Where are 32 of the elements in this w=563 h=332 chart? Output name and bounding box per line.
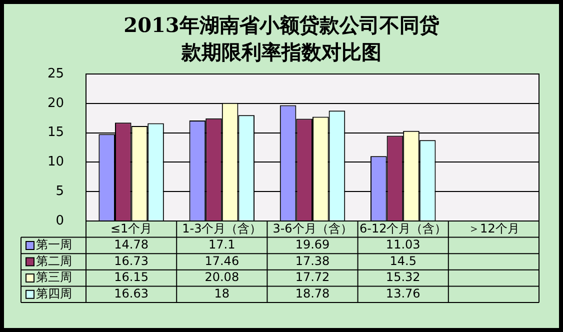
legend-label: 第一周 bbox=[36, 238, 72, 252]
data-label: 17.38 bbox=[295, 254, 330, 268]
legend-label: 第四周 bbox=[36, 286, 72, 300]
data-label: 16.73 bbox=[114, 254, 148, 268]
data-label: 20.08 bbox=[204, 270, 240, 284]
data-label: 16.63 bbox=[114, 286, 148, 300]
legend-label: 第二周 bbox=[36, 254, 72, 268]
x-tick-label: 1-3个月（含） bbox=[182, 221, 262, 236]
y-tick-label: 15 bbox=[47, 125, 64, 140]
data-label: 11.03 bbox=[386, 238, 420, 252]
y-tick-label: 5 bbox=[56, 184, 64, 199]
legend-label: 第三周 bbox=[36, 270, 72, 284]
x-tick-label: ＞12个月 bbox=[468, 221, 520, 236]
data-label: 18.78 bbox=[295, 286, 330, 300]
x-tick-label: 3-6个月（含） bbox=[272, 221, 352, 236]
x-tick-label: 6-12个月（含） bbox=[359, 221, 447, 236]
data-label: 19.69 bbox=[295, 238, 330, 252]
chart-title: 2013年湖南省小额贷款公司不同贷款期限利率指数对比图 bbox=[122, 12, 440, 66]
data-label: 17.1 bbox=[208, 238, 236, 252]
x-tick-label: ≤1个月 bbox=[110, 221, 152, 236]
y-tick-label: 10 bbox=[47, 154, 64, 170]
y-tick-label: 0 bbox=[56, 213, 64, 228]
data-label: 17.46 bbox=[204, 254, 240, 268]
data-label: 15.32 bbox=[386, 270, 420, 284]
data-label: 18 bbox=[214, 286, 230, 300]
data-label: 14.78 bbox=[114, 238, 148, 252]
data-label: 13.76 bbox=[386, 286, 420, 300]
data-label: 14.5 bbox=[390, 254, 416, 268]
y-tick-label: 20 bbox=[47, 96, 64, 111]
data-label: 16.15 bbox=[114, 270, 148, 284]
y-tick-label: 25 bbox=[47, 66, 64, 82]
data-label: 17.72 bbox=[295, 270, 330, 284]
